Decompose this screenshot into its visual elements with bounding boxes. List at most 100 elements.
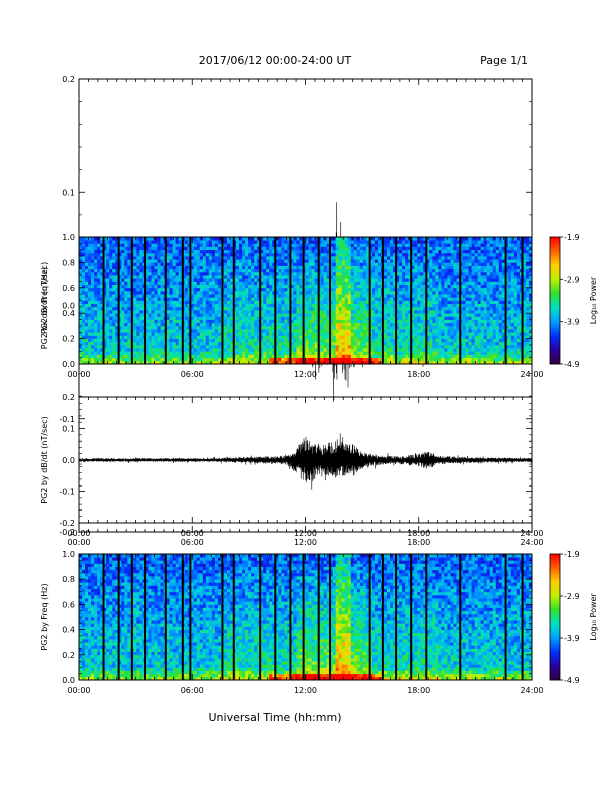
heatmap-cell: [185, 275, 188, 279]
heatmap-cell: [245, 345, 248, 349]
heatmap-cell: [321, 237, 324, 241]
heatmap-cell: [200, 291, 203, 295]
heatmap-cell: [441, 269, 444, 273]
heatmap-cell: [390, 294, 393, 298]
heatmap-cell: [321, 329, 324, 333]
heatmap-cell: [339, 278, 342, 282]
heatmap-cell: [148, 348, 151, 352]
heatmap-cell: [224, 262, 227, 266]
heatmap-cell: [158, 291, 161, 295]
heatmap-cell: [414, 272, 417, 276]
heatmap-cell: [242, 310, 245, 314]
heatmap-cell: [185, 253, 188, 257]
heatmap-cell: [333, 237, 336, 241]
heatmap-cell: [112, 259, 115, 263]
heatmap-cell: [402, 250, 405, 254]
heatmap-cell: [336, 323, 339, 327]
heatmap-cell: [248, 250, 251, 254]
heatmap-cell: [375, 243, 378, 247]
heatmap-cell: [351, 323, 354, 327]
heatmap-cell: [432, 291, 435, 295]
heatmap-cell: [269, 266, 272, 270]
heatmap-cell: [405, 291, 408, 295]
heatmap-cell: [420, 307, 423, 311]
heatmap-cell: [206, 285, 209, 289]
heatmap-cell: [136, 259, 139, 263]
heatmap-cell: [151, 301, 154, 305]
heatmap-cell: [91, 345, 94, 349]
heatmap-cell: [239, 354, 242, 358]
heatmap-cell: [293, 243, 296, 247]
heatmap-cell: [248, 351, 251, 355]
heatmap-cell: [224, 269, 227, 273]
heatmap-cell: [339, 291, 342, 295]
heatmap-cell: [206, 237, 209, 241]
heatmap-cell: [133, 320, 136, 324]
heatmap-cell: [441, 323, 444, 327]
heatmap-cell: [266, 307, 269, 311]
heatmap-cell: [351, 304, 354, 308]
heatmap-cell: [336, 320, 339, 324]
heatmap-cell: [248, 256, 251, 260]
heatmap-cell: [312, 351, 315, 355]
heatmap-cell: [336, 285, 339, 289]
heatmap-cell: [139, 269, 142, 273]
heatmap-cell: [342, 250, 345, 254]
heatmap-cell: [384, 294, 387, 298]
heatmap-cell: [179, 313, 182, 317]
heatmap-cell: [417, 348, 420, 352]
heatmap-cell: [91, 351, 94, 355]
heatmap-cell: [209, 256, 212, 260]
heatmap-cell: [354, 266, 357, 270]
heatmap-cell: [372, 342, 375, 346]
heatmap-cell: [312, 262, 315, 266]
heatmap-cell: [402, 285, 405, 289]
heatmap-cell: [333, 358, 336, 362]
heatmap-cell: [167, 345, 170, 349]
heatmap-cell: [312, 320, 315, 324]
heatmap-cell: [438, 307, 441, 311]
heatmap-cell: [435, 253, 438, 257]
heatmap-cell: [429, 332, 432, 336]
heatmap-cell: [151, 269, 154, 273]
heatmap-cell: [79, 250, 82, 254]
heatmap-cell: [321, 358, 324, 362]
heatmap-cell: [375, 262, 378, 266]
heatmap-cell: [79, 345, 82, 349]
heatmap-cell: [127, 243, 130, 247]
heatmap-cell: [88, 326, 91, 330]
heatmap-cell: [121, 243, 124, 247]
heatmap-cell: [242, 240, 245, 244]
heatmap-cell: [209, 291, 212, 295]
heatmap-cell: [79, 332, 82, 336]
heatmap-cell: [254, 345, 257, 349]
heatmap-cell: [91, 348, 94, 352]
heatmap-cell: [438, 297, 441, 301]
heatmap-cell: [200, 332, 203, 336]
heatmap-cell: [375, 304, 378, 308]
heatmap-cell: [429, 278, 432, 282]
heatmap-cell: [161, 342, 164, 346]
heatmap-cell: [185, 262, 188, 266]
heatmap-cell: [435, 259, 438, 263]
heatmap-cell: [197, 342, 200, 346]
heatmap-cell: [127, 288, 130, 292]
heatmap-cell: [336, 301, 339, 305]
heatmap-cell: [293, 307, 296, 311]
heatmap-cell: [375, 310, 378, 314]
heatmap-cell: [167, 281, 170, 285]
heatmap-cell: [239, 266, 242, 270]
heatmap-cell: [176, 320, 179, 324]
heatmap-cell: [306, 316, 309, 320]
heatmap-cell: [278, 339, 281, 343]
heatmap-cell: [112, 304, 115, 308]
heatmap-cell: [321, 348, 324, 352]
heatmap-cell: [151, 247, 154, 251]
heatmap-cell: [215, 354, 218, 358]
heatmap-cell: [79, 339, 82, 343]
heatmap-cell: [173, 307, 176, 311]
heatmap-cell: [112, 326, 115, 330]
heatmap-cell: [112, 339, 115, 343]
heatmap-cell: [124, 256, 127, 260]
heatmap-cell: [227, 281, 230, 285]
